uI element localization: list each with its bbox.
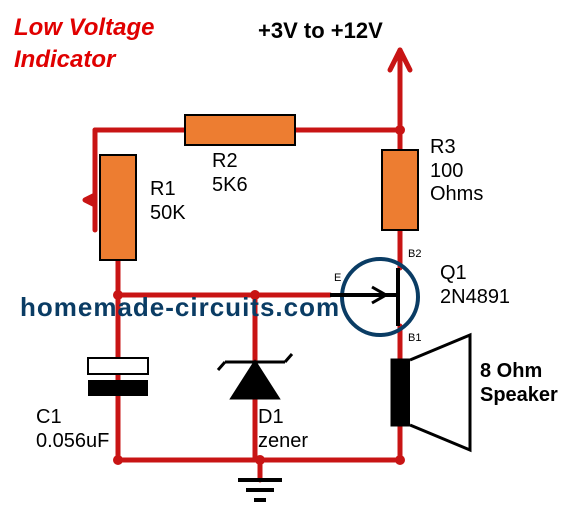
speaker xyxy=(392,335,470,450)
q1-value: 2N4891 xyxy=(440,286,510,309)
r2-value: 5K6 xyxy=(212,174,248,197)
resistor-r1 xyxy=(100,155,136,260)
ground-symbol xyxy=(238,480,282,500)
resistor-r3 xyxy=(382,150,418,230)
r1-name: R1 xyxy=(150,178,176,201)
speaker-value: Speaker xyxy=(480,384,558,407)
transistor-q1 xyxy=(330,259,418,335)
circuit-title-line2: Indicator xyxy=(14,46,115,74)
r2-name: R2 xyxy=(212,150,238,173)
d1-name: D1 xyxy=(258,406,284,429)
c1-name: C1 xyxy=(36,406,62,429)
watermark: homemade-circuits.com xyxy=(20,292,340,323)
r3-value: 100 Ohms xyxy=(430,160,483,206)
speaker-name: 8 Ohm xyxy=(480,360,542,383)
q1-name: Q1 xyxy=(440,262,467,285)
q1-pin-e: E xyxy=(334,272,341,284)
q1-pin-b1: B1 xyxy=(408,332,421,344)
r1-value: 50K xyxy=(150,202,186,225)
supply-label: +3V to +12V xyxy=(258,18,383,44)
circuit-title-line1: Low Voltage xyxy=(14,14,154,42)
c1-value: 0.056uF xyxy=(36,430,109,453)
resistor-r2 xyxy=(185,115,295,145)
zener-d1 xyxy=(218,354,292,398)
d1-value: zener xyxy=(258,430,308,453)
r3-name: R3 xyxy=(430,136,456,159)
q1-pin-b2: B2 xyxy=(408,248,421,260)
